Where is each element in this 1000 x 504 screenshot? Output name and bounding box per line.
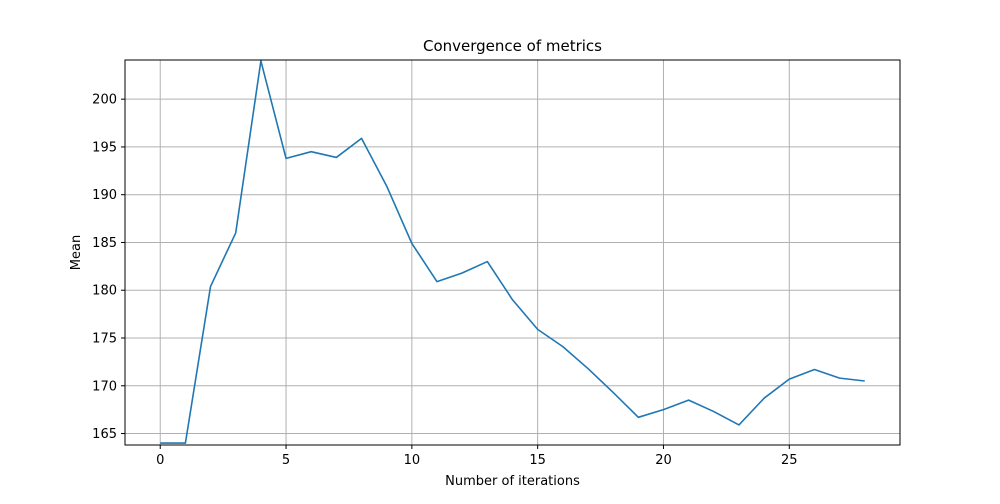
data-point bbox=[713, 411, 715, 413]
data-point bbox=[813, 369, 815, 371]
data-point bbox=[235, 232, 237, 234]
y-tick-label: 195 bbox=[92, 140, 117, 155]
data-point bbox=[184, 442, 186, 444]
data-point bbox=[310, 151, 312, 153]
data-point bbox=[386, 185, 388, 187]
series-layer bbox=[159, 60, 866, 444]
y-tick-label: 200 bbox=[92, 93, 117, 108]
data-point bbox=[411, 242, 413, 244]
plot-frame bbox=[124, 59, 901, 446]
data-point bbox=[335, 156, 337, 158]
data-point bbox=[839, 377, 841, 379]
data-point bbox=[210, 285, 212, 287]
data-point bbox=[738, 424, 740, 426]
y-tick-label: 185 bbox=[92, 236, 117, 251]
ticks: 0 5 10 15 20 25 165 170 175 180 185 190 195 200 bbox=[92, 93, 797, 468]
data-point bbox=[612, 391, 614, 393]
x-tick-label: 25 bbox=[781, 453, 798, 468]
y-axis-label: Mean bbox=[69, 235, 84, 270]
x-tick-label: 0 bbox=[156, 453, 164, 468]
y-tick-label: 175 bbox=[92, 332, 117, 347]
y-tick-label: 165 bbox=[92, 427, 117, 442]
data-point bbox=[763, 397, 765, 399]
data-point bbox=[361, 137, 363, 139]
x-tick-label: 15 bbox=[529, 453, 546, 468]
data-point bbox=[486, 261, 488, 263]
grid bbox=[125, 60, 900, 445]
chart-title: Convergence of metrics bbox=[423, 37, 602, 55]
data-point bbox=[512, 299, 514, 301]
data-point bbox=[285, 157, 287, 159]
data-point bbox=[537, 328, 539, 330]
y-tick-label: 180 bbox=[92, 284, 117, 299]
data-point bbox=[159, 442, 161, 444]
x-tick-label: 20 bbox=[655, 453, 672, 468]
data-point bbox=[587, 368, 589, 370]
data-point bbox=[436, 281, 438, 283]
x-axis-label: Number of iterations bbox=[445, 474, 580, 489]
data-point bbox=[788, 378, 790, 380]
x-tick-label: 5 bbox=[282, 453, 290, 468]
data-point bbox=[562, 346, 564, 348]
y-tick-label: 190 bbox=[92, 188, 117, 203]
data-point bbox=[864, 380, 866, 382]
data-point bbox=[688, 399, 690, 401]
data-point bbox=[637, 416, 639, 418]
x-tick-label: 10 bbox=[404, 453, 421, 468]
data-point bbox=[662, 409, 664, 411]
y-tick-label: 170 bbox=[92, 379, 117, 394]
series-line bbox=[160, 60, 865, 444]
data-point bbox=[461, 272, 463, 274]
